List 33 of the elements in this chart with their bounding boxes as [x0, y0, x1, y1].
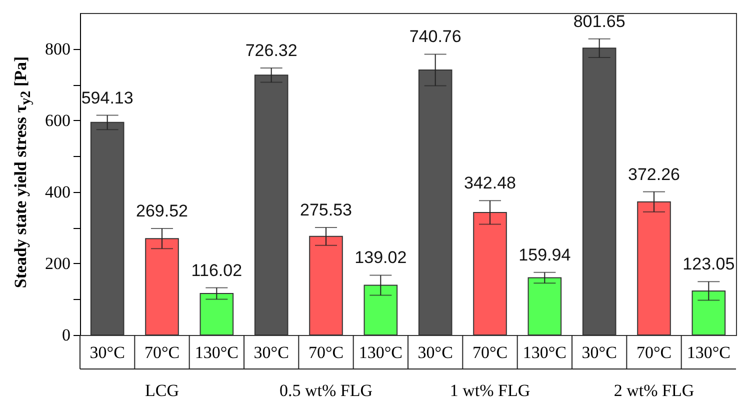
text: 30°C	[90, 343, 125, 362]
text: 130°C	[522, 343, 566, 362]
text: 130°C	[686, 343, 730, 362]
data-label: 372.26	[628, 164, 680, 184]
data-label: 139.02	[354, 248, 407, 268]
series-label: 130°C	[358, 343, 402, 362]
text: 30°C	[582, 343, 617, 362]
data-label: 801.65	[573, 12, 626, 31]
y-tick-label: 0	[62, 326, 70, 344]
data-label: 594.13	[81, 88, 134, 108]
data-label: 726.32	[245, 40, 298, 60]
text: 70°C	[308, 343, 344, 362]
y-tick-label: 200	[45, 254, 70, 273]
x-tick-label: 0.5 wt% FLG	[279, 381, 373, 400]
x-tick-label: LCG	[145, 381, 179, 400]
y-tick-label: 600	[45, 110, 70, 130]
series-label: 30°C	[254, 343, 289, 362]
data-label: 159.94	[518, 245, 571, 264]
y-tick-label: 800	[45, 39, 70, 58]
x-tick-label: 2 wt% FLG	[614, 381, 694, 400]
text: 30°C	[418, 343, 453, 362]
data-label: 740.76	[409, 27, 462, 46]
y-tick-label: 400	[45, 182, 70, 202]
data-label: 116.02	[191, 260, 242, 280]
data-label: 342.48	[464, 174, 516, 193]
text: 130°C	[194, 343, 238, 362]
data-label: 275.53	[300, 200, 352, 220]
text: 70°C	[636, 343, 672, 362]
text: 70°C	[472, 343, 508, 362]
series-label: 70°C	[144, 343, 180, 362]
data-label: 123.05	[682, 254, 735, 274]
data-label: 269.52	[136, 202, 188, 221]
x-tick-label: 1 wt% FLG	[450, 381, 530, 400]
